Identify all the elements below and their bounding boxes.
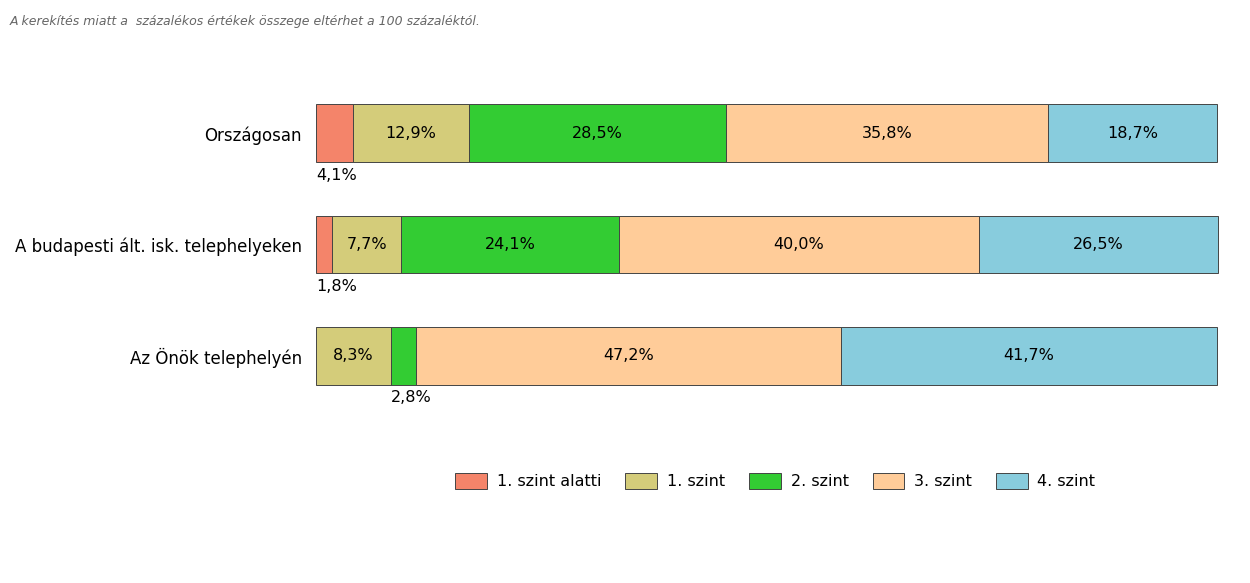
Text: 1,8%: 1,8% — [316, 279, 356, 294]
Bar — [416, 326, 841, 385]
Text: 24,1%: 24,1% — [485, 237, 535, 252]
Bar — [401, 216, 619, 273]
Text: 8,3%: 8,3% — [332, 348, 374, 363]
Bar — [979, 216, 1218, 273]
Text: 41,7%: 41,7% — [1004, 348, 1055, 363]
Text: 2,8%: 2,8% — [391, 390, 431, 405]
Bar — [391, 326, 416, 385]
Text: 35,8%: 35,8% — [861, 126, 912, 141]
Text: 4,1%: 4,1% — [316, 168, 356, 183]
Text: 28,5%: 28,5% — [572, 126, 622, 141]
Text: 26,5%: 26,5% — [1072, 237, 1124, 252]
Bar — [316, 104, 352, 162]
Text: 40,0%: 40,0% — [774, 237, 824, 252]
Bar — [316, 326, 391, 385]
Bar — [469, 104, 726, 162]
Bar — [619, 216, 979, 273]
Legend: 1. szint alatti, 1. szint, 2. szint, 3. szint, 4. szint: 1. szint alatti, 1. szint, 2. szint, 3. … — [449, 466, 1101, 496]
Bar — [841, 326, 1218, 385]
Text: 7,7%: 7,7% — [346, 237, 388, 252]
Bar — [352, 104, 469, 162]
Text: 47,2%: 47,2% — [604, 348, 654, 363]
Bar — [1049, 104, 1218, 162]
Bar — [332, 216, 401, 273]
Text: 18,7%: 18,7% — [1108, 126, 1159, 141]
Bar — [726, 104, 1049, 162]
Bar — [316, 216, 332, 273]
Text: 12,9%: 12,9% — [385, 126, 436, 141]
Text: A kerekítés miatt a  százalékos értékek összege eltérhet a 100 százaléktól.: A kerekítés miatt a százalékos értékek ö… — [10, 15, 481, 27]
